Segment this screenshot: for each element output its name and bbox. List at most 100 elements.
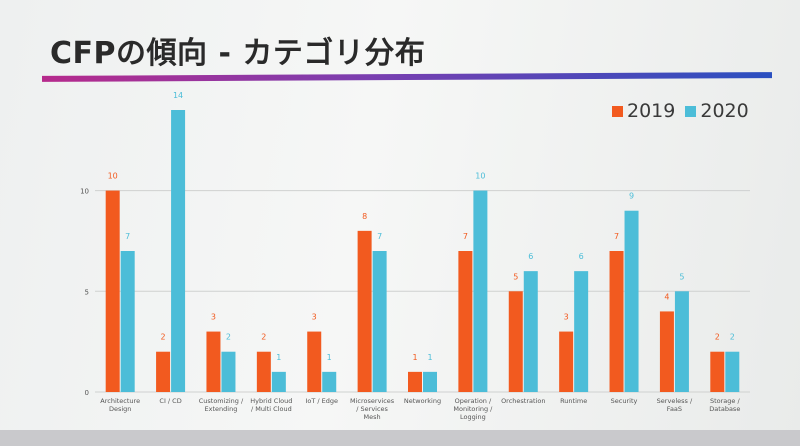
x-tick-label-line: Security	[611, 397, 638, 405]
bar-2020-5	[372, 251, 387, 392]
bar-2019-11	[659, 311, 674, 392]
x-tick-label-line: Storage /	[710, 397, 740, 405]
x-tick-label-line: FaaS	[667, 405, 682, 413]
data-label-2020-8: 6	[528, 252, 533, 261]
data-label-2019-1: 2	[161, 333, 166, 342]
bar-2019-5	[357, 230, 372, 392]
bar-2020-3	[271, 371, 286, 392]
data-label-2020-5: 7	[377, 232, 382, 241]
bar-2020-1	[171, 110, 186, 392]
data-label-2020-1: 14	[173, 91, 183, 100]
x-tick-label-3: Hybrid Cloud / Multi Cloud	[250, 397, 292, 413]
bar-2020-7	[473, 190, 488, 392]
x-tick-label-line: Serveless /	[657, 397, 693, 405]
data-label-2020-10: 9	[629, 192, 634, 201]
legend-swatch-2020	[685, 105, 697, 117]
x-tick-label-line: Monitoring /	[453, 405, 493, 413]
x-tick-label-7: Operation / Monitoring / Logging	[453, 397, 493, 421]
x-tick-label-line: Mesh	[364, 413, 381, 421]
data-label-2019-10: 7	[614, 232, 619, 241]
data-label-2019-2: 3	[211, 313, 216, 322]
data-label-2019-7: 7	[463, 232, 468, 241]
y-tick-label-10: 10	[80, 188, 89, 196]
bar-2019-9	[559, 331, 574, 392]
bar-2019-7	[458, 251, 473, 392]
x-tick-label-line: Microservices	[350, 397, 395, 405]
data-label-2019-11: 4	[664, 292, 669, 301]
bar-2020-10	[624, 210, 639, 392]
x-tick-label-line: Customizing /	[199, 397, 244, 405]
data-label-2020-11: 5	[679, 272, 684, 281]
x-tick-label-line: Database	[709, 405, 740, 413]
taskbar-strip	[0, 430, 800, 446]
data-label-2019-0: 10	[108, 172, 118, 181]
data-label-2020-12: 2	[730, 333, 735, 342]
data-label-2020-7: 10	[475, 172, 485, 181]
x-tick-label-line: Design	[109, 405, 131, 413]
x-tick-label-0: Architecture Design	[100, 397, 140, 413]
legend-item-2019: 2019	[612, 100, 675, 122]
bar-2020-9	[574, 271, 589, 392]
data-label-2020-3: 1	[276, 353, 281, 362]
bar-2019-0	[105, 190, 120, 392]
x-tick-label-line: Operation /	[455, 397, 492, 405]
legend-item-2020: 2020	[685, 100, 749, 122]
data-label-2019-4: 3	[312, 313, 317, 322]
bar-2019-6	[408, 371, 422, 392]
x-tick-label-9: Runtime	[560, 397, 587, 405]
bar-2020-6	[423, 371, 437, 392]
bar-2019-1	[156, 351, 171, 392]
legend-label-2020: 2020	[700, 100, 749, 122]
data-label-2020-6: 1	[427, 353, 432, 362]
x-tick-label-line: Runtime	[560, 397, 587, 405]
data-label-2019-9: 3	[564, 313, 569, 322]
data-label-2020-4: 1	[327, 353, 332, 362]
legend-swatch-2019	[612, 105, 623, 117]
x-tick-label-4: IoT / Edge	[305, 397, 338, 405]
x-tick-label-6: Networking	[404, 397, 441, 405]
bar-2020-11	[674, 291, 689, 392]
x-tick-label-line: / Services	[356, 405, 388, 413]
data-label-2020-9: 6	[579, 252, 584, 261]
x-tick-label-line: Architecture	[100, 397, 140, 405]
x-tick-label-1: CI / CD	[159, 397, 181, 405]
data-label-2020-0: 7	[125, 232, 130, 241]
bar-2020-4	[322, 371, 337, 392]
y-tick-label-0: 0	[85, 389, 89, 397]
bar-2020-12	[725, 351, 740, 392]
bar-2020-0	[120, 251, 135, 392]
x-tick-label-line: Orchestration	[501, 397, 545, 405]
x-tick-label-line: / Multi Cloud	[251, 405, 292, 413]
x-tick-label-11: Serveless / FaaS	[657, 397, 693, 413]
data-label-2019-8: 5	[513, 272, 518, 281]
x-tick-label-5: Microservices / Services Mesh	[350, 397, 395, 421]
data-label-2020-2: 2	[226, 333, 231, 342]
slide-title: CFPの傾向 - カテゴリ分布	[50, 36, 426, 71]
data-label-2019-12: 2	[715, 333, 720, 342]
bar-2019-4	[307, 331, 322, 392]
x-tick-label-line: Hybrid Cloud	[250, 397, 292, 405]
x-tick-label-8: Orchestration	[501, 397, 545, 405]
legend-label-2019: 2019	[627, 100, 676, 122]
bar-2019-12	[710, 351, 725, 392]
data-label-2019-3: 2	[261, 333, 266, 342]
y-tick-label-5: 5	[85, 288, 89, 296]
x-tick-label-line: CI / CD	[159, 397, 181, 405]
data-label-2019-5: 8	[362, 212, 367, 221]
bar-2019-3	[256, 351, 271, 392]
x-tick-label-line: Logging	[460, 413, 486, 421]
x-tick-label-line: Extending	[205, 405, 238, 413]
bar-2020-2	[221, 351, 236, 392]
x-tick-label-12: Storage / Database	[709, 397, 740, 413]
x-tick-label-line: Networking	[404, 397, 441, 405]
bar-2019-2	[206, 331, 221, 392]
x-tick-label-line: IoT / Edge	[305, 397, 338, 405]
x-tick-label-10: Security	[611, 397, 638, 405]
chart-legend: 2019 2020	[612, 100, 759, 122]
bar-2020-8	[523, 271, 538, 392]
x-tick-label-2: Customizing / Extending	[199, 397, 244, 413]
bar-2019-8	[508, 291, 523, 392]
data-label-2019-6: 1	[412, 353, 417, 362]
